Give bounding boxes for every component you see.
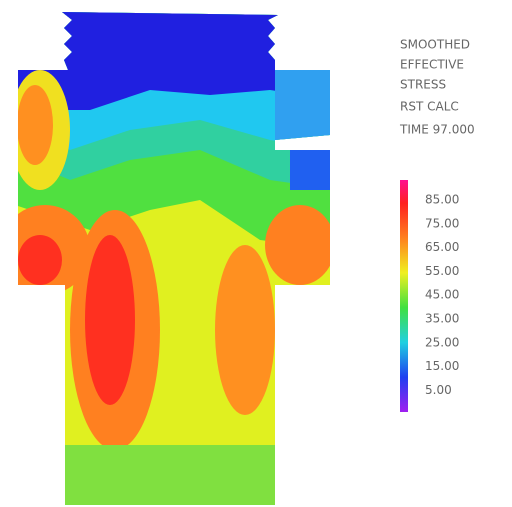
legend-title: STRESS xyxy=(400,78,446,92)
legend-title: EFFECTIVE xyxy=(400,58,464,72)
color-bar-label: 65.00 xyxy=(425,240,459,254)
contour-field xyxy=(0,0,340,507)
color-bar-label: 5.00 xyxy=(425,383,452,397)
legend-title: RST CALC xyxy=(400,100,459,114)
color-bar-label: 85.00 xyxy=(425,193,459,207)
page: SMOOTHED EFFECTIVE STRESS RST CALC TIME … xyxy=(0,0,512,507)
color-bar-label: 25.00 xyxy=(425,335,459,349)
color-bar-label: 75.00 xyxy=(425,216,459,230)
color-bar-label: 15.00 xyxy=(425,359,459,373)
stress-plot: SMOOTHED EFFECTIVE STRESS RST CALC TIME … xyxy=(0,0,512,507)
legend-title: SMOOTHED xyxy=(400,38,470,52)
region xyxy=(17,85,53,165)
color-bar xyxy=(400,180,408,412)
legend-title: TIME 97.000 xyxy=(399,123,475,137)
region xyxy=(60,445,280,507)
region xyxy=(18,235,62,285)
region xyxy=(275,70,335,140)
region xyxy=(290,150,330,190)
color-bar-label: 55.00 xyxy=(425,264,459,278)
color-bar-label: 45.00 xyxy=(425,288,459,302)
color-bar-label: 35.00 xyxy=(425,312,459,326)
region xyxy=(215,245,275,415)
legend: SMOOTHED EFFECTIVE STRESS RST CALC TIME … xyxy=(399,38,475,397)
region xyxy=(85,235,135,405)
region xyxy=(265,205,335,285)
